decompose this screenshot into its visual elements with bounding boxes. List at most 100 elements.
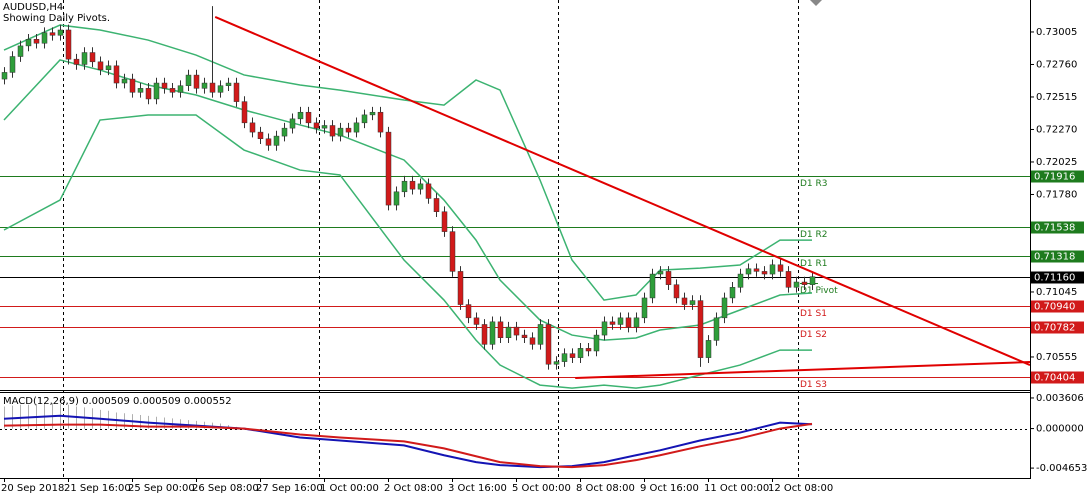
candle-body <box>673 284 680 299</box>
candle-body <box>249 122 256 133</box>
bollinger-band <box>3 114 812 389</box>
candle-body <box>753 268 760 272</box>
candle-body <box>65 29 72 60</box>
candle-body <box>41 32 48 44</box>
price-box-label: 0.70940 <box>1034 302 1075 313</box>
y-tick-label: 0.71780 <box>1036 189 1077 200</box>
y-tick-label: 0.71045 <box>1036 287 1077 298</box>
y-tick-label: 0.72025 <box>1036 157 1077 168</box>
candle-body <box>329 125 336 137</box>
y-tick-label: 0.72515 <box>1036 92 1077 103</box>
candle-body <box>409 180 416 190</box>
candle-body <box>665 271 672 285</box>
x-tick-label: 12 Oct 08:00 <box>768 483 833 494</box>
candle-body <box>321 125 328 129</box>
candle-body <box>769 264 776 275</box>
candle-body <box>745 268 752 275</box>
y-tick-label: -0.004653 <box>1036 463 1087 474</box>
candle-body <box>681 297 688 305</box>
candle-body <box>401 180 408 193</box>
candle-body <box>585 348 592 352</box>
price-box-label: 0.71916 <box>1034 172 1075 183</box>
candle-body <box>777 264 784 272</box>
candle-body <box>233 82 240 102</box>
candle-body <box>9 56 16 73</box>
x-tick-label: 26 Sep 08:00 <box>192 483 259 494</box>
candle-body <box>49 32 56 36</box>
macd-label: MACD(12,26,9) 0.000509 0.000509 0.000552 <box>3 396 232 407</box>
price-box-label: 0.70782 <box>1034 323 1075 334</box>
trendline <box>214 16 1031 366</box>
candle-body <box>641 297 648 319</box>
candle-body <box>529 337 536 345</box>
candle-body <box>121 78 128 84</box>
candle-body <box>385 131 392 206</box>
candle-body <box>161 82 168 89</box>
candle-body <box>713 317 720 341</box>
candle-body <box>289 118 296 129</box>
candle-body <box>33 39 40 44</box>
candle-body <box>57 29 64 36</box>
y-tick-label: 0.70555 <box>1036 352 1077 363</box>
candle-body <box>497 321 504 338</box>
candle-body <box>809 276 816 285</box>
candle-body <box>785 271 792 288</box>
candle-body <box>617 317 624 325</box>
candle-body <box>737 273 744 288</box>
y-tick-label: 0.72760 <box>1036 59 1077 70</box>
candle-body <box>513 326 520 336</box>
candle-body <box>553 361 560 365</box>
candle-body <box>489 321 496 345</box>
candle-body <box>697 300 704 358</box>
candle-body <box>185 74 192 86</box>
candle-body <box>473 317 480 325</box>
candle-body <box>81 52 88 65</box>
plot-layer: 0.73005 0.72760 0.72515 0.72270 0.72025 0.717… <box>0 6 1087 494</box>
candle-body <box>145 88 152 100</box>
price-box <box>1031 221 1084 234</box>
candle-body <box>361 114 368 124</box>
candle-body <box>209 82 216 93</box>
price-box-label: 0.70404 <box>1034 373 1075 384</box>
shift-marker <box>810 0 822 6</box>
candle-body <box>1 72 8 80</box>
candle-body <box>377 111 384 133</box>
x-tick-label: 25 Sep 00:00 <box>128 483 195 494</box>
candle-body <box>89 52 96 63</box>
vertical-grid <box>63 0 799 478</box>
candle-body <box>353 122 360 133</box>
pivot-name: D1 S2 <box>800 330 827 340</box>
candle-body <box>169 88 176 93</box>
pivot-name: D1 R1 <box>800 259 828 269</box>
candle-body <box>577 348 584 358</box>
candle-body <box>25 39 32 47</box>
candle-body <box>561 353 568 362</box>
candle-body <box>73 58 80 65</box>
candle-body <box>257 131 264 140</box>
x-tick-label: 8 Oct 08:00 <box>576 483 635 494</box>
x-tick-label: 3 Oct 16:00 <box>448 483 507 494</box>
candle-body <box>313 122 320 129</box>
candle-body <box>137 88 144 93</box>
price-box <box>1031 300 1084 313</box>
y-tick-label: 0.000000 <box>1036 424 1084 435</box>
candle-body <box>425 183 432 199</box>
x-tick-label: 11 Oct 00:00 <box>704 483 769 494</box>
candle-body <box>457 271 464 305</box>
candle-body <box>449 231 456 272</box>
candle-body <box>97 61 104 71</box>
pivot-name: D1 S1 <box>800 309 827 319</box>
y-tick-label: 0.003606 <box>1036 393 1084 404</box>
candle-body <box>369 111 376 116</box>
x-tick-label: 1 Oct 00:00 <box>320 483 379 494</box>
candle-body <box>393 191 400 206</box>
candle-body <box>545 324 552 365</box>
candle-body <box>305 111 312 124</box>
price-box-label: 0.71538 <box>1034 223 1075 234</box>
candle-body <box>793 281 800 288</box>
x-tick-label: 2 Oct 08:00 <box>384 483 443 494</box>
candle-body <box>241 101 248 124</box>
pivot-name: D1 R2 <box>800 230 828 240</box>
